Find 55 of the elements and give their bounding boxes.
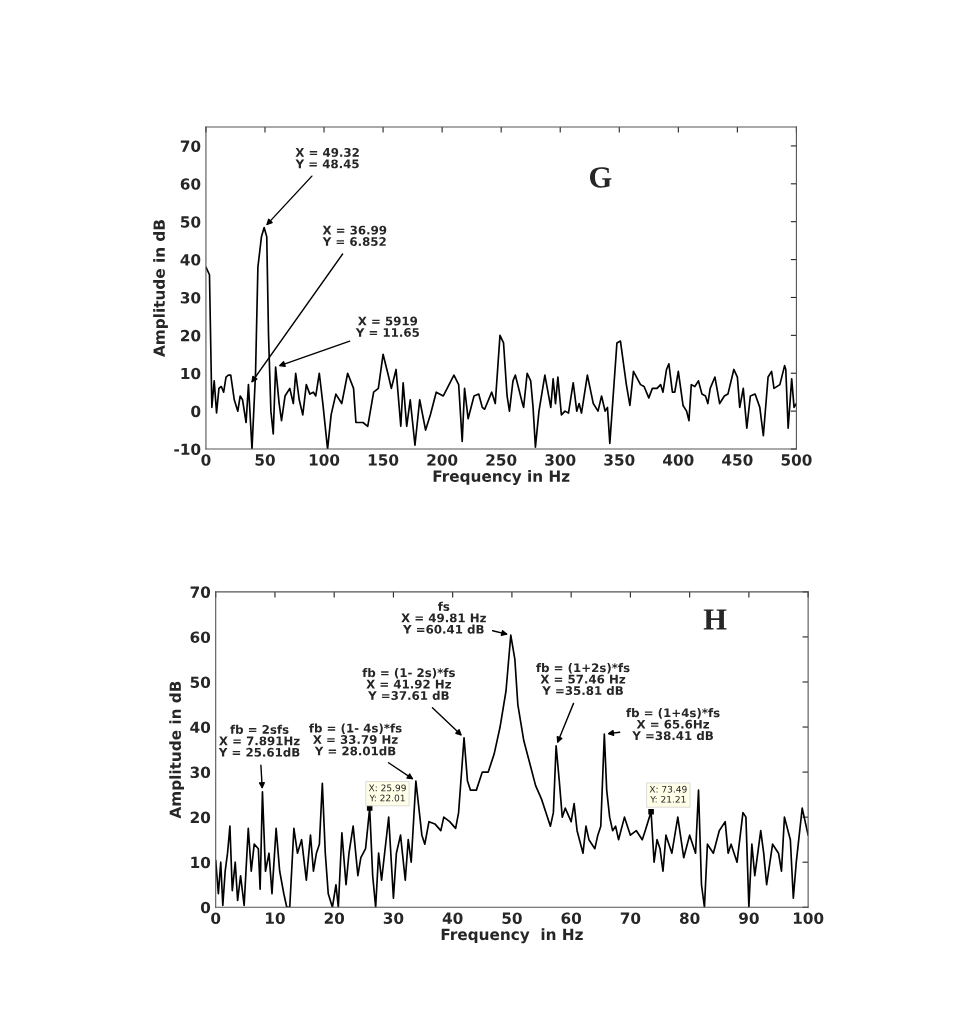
x-tick-label: 50 <box>255 454 275 466</box>
x-axis-title: Frequency in Hz <box>433 470 570 485</box>
x-tick-label: 200 <box>427 454 458 466</box>
x-tick-label: 70 <box>620 912 641 924</box>
y-tick-label: 30 <box>190 766 211 779</box>
annotation: fb = (1+4s)*fs X = 65.6Hz Y =38.41 dB <box>626 708 720 741</box>
x-tick-label: 500 <box>781 454 812 466</box>
x-tick-label: 100 <box>309 454 340 466</box>
x-tick-label: 90 <box>739 912 759 924</box>
x-tick-label: 400 <box>663 454 694 466</box>
y-tick-label: 60 <box>180 178 201 190</box>
y-tick-label: 0 <box>200 901 211 914</box>
y-axis-title: Amplitude in dB <box>169 681 185 819</box>
y-tick-label: -10 <box>174 443 201 456</box>
annotation: fb = 2sfs X = 7.891Hz Y = 25.61dB <box>218 724 300 757</box>
x-tick-label: 10 <box>266 912 285 924</box>
annotation: X: 73.49 Y: 21.21 <box>649 785 687 803</box>
x-tick-label: 350 <box>604 454 635 466</box>
y-tick-label: 60 <box>190 631 211 643</box>
annotation: H <box>703 609 727 630</box>
y-tick-label: 0 <box>191 405 201 418</box>
y-tick-label: 20 <box>190 811 211 824</box>
x-tick-label: 150 <box>368 454 399 466</box>
y-tick-label: 70 <box>180 140 201 152</box>
x-tick-label: 80 <box>679 912 700 924</box>
x-tick-label: 20 <box>324 912 345 924</box>
y-axis-title: Amplitude in dB <box>153 220 168 357</box>
annotation: X = 49.32 Y = 48.45 <box>295 147 359 169</box>
x-tick-label: 0 <box>211 912 221 924</box>
y-tick-label: 50 <box>190 676 211 689</box>
annotation: fb = (1+2s)*fs X = 57.46 Hz Y =35.81 dB <box>536 663 630 696</box>
annotation: X = 36.99 Y = 6.852 <box>322 225 387 246</box>
annotation: fb = (1- 2s)*fs X = 41.92 Hz Y =37.61 dB <box>362 668 455 700</box>
y-tick-label: 40 <box>180 254 201 266</box>
y-tick-label: 40 <box>190 721 211 734</box>
annotation: X = 5919 Y = 11.65 <box>355 316 419 337</box>
annotation: fs X = 49.81 Hz Y =60.41 dB <box>401 601 486 634</box>
x-tick-label: 450 <box>722 454 753 466</box>
x-tick-label: 50 <box>502 912 522 924</box>
annotation: G <box>589 167 612 188</box>
y-tick-label: 10 <box>181 367 201 380</box>
annotation: fb = (1- 4s)*fs X = 33.79 Hz Y = 28.01dB <box>309 723 402 756</box>
x-axis-title: Frequency in Hz <box>441 928 583 944</box>
x-tick-label: 100 <box>793 912 824 924</box>
y-tick-label: 10 <box>191 856 211 869</box>
annotation: X: 25.99 Y: 22.01 <box>368 784 406 802</box>
y-tick-label: 20 <box>181 329 201 342</box>
x-tick-label: 30 <box>383 912 404 924</box>
x-tick-label: 60 <box>561 912 582 924</box>
x-tick-label: 300 <box>545 454 576 466</box>
y-tick-label: 70 <box>190 586 211 598</box>
x-tick-label: 250 <box>486 454 517 466</box>
x-tick-label: 40 <box>442 912 463 924</box>
y-tick-label: 50 <box>180 216 201 228</box>
y-tick-label: 30 <box>180 291 201 304</box>
